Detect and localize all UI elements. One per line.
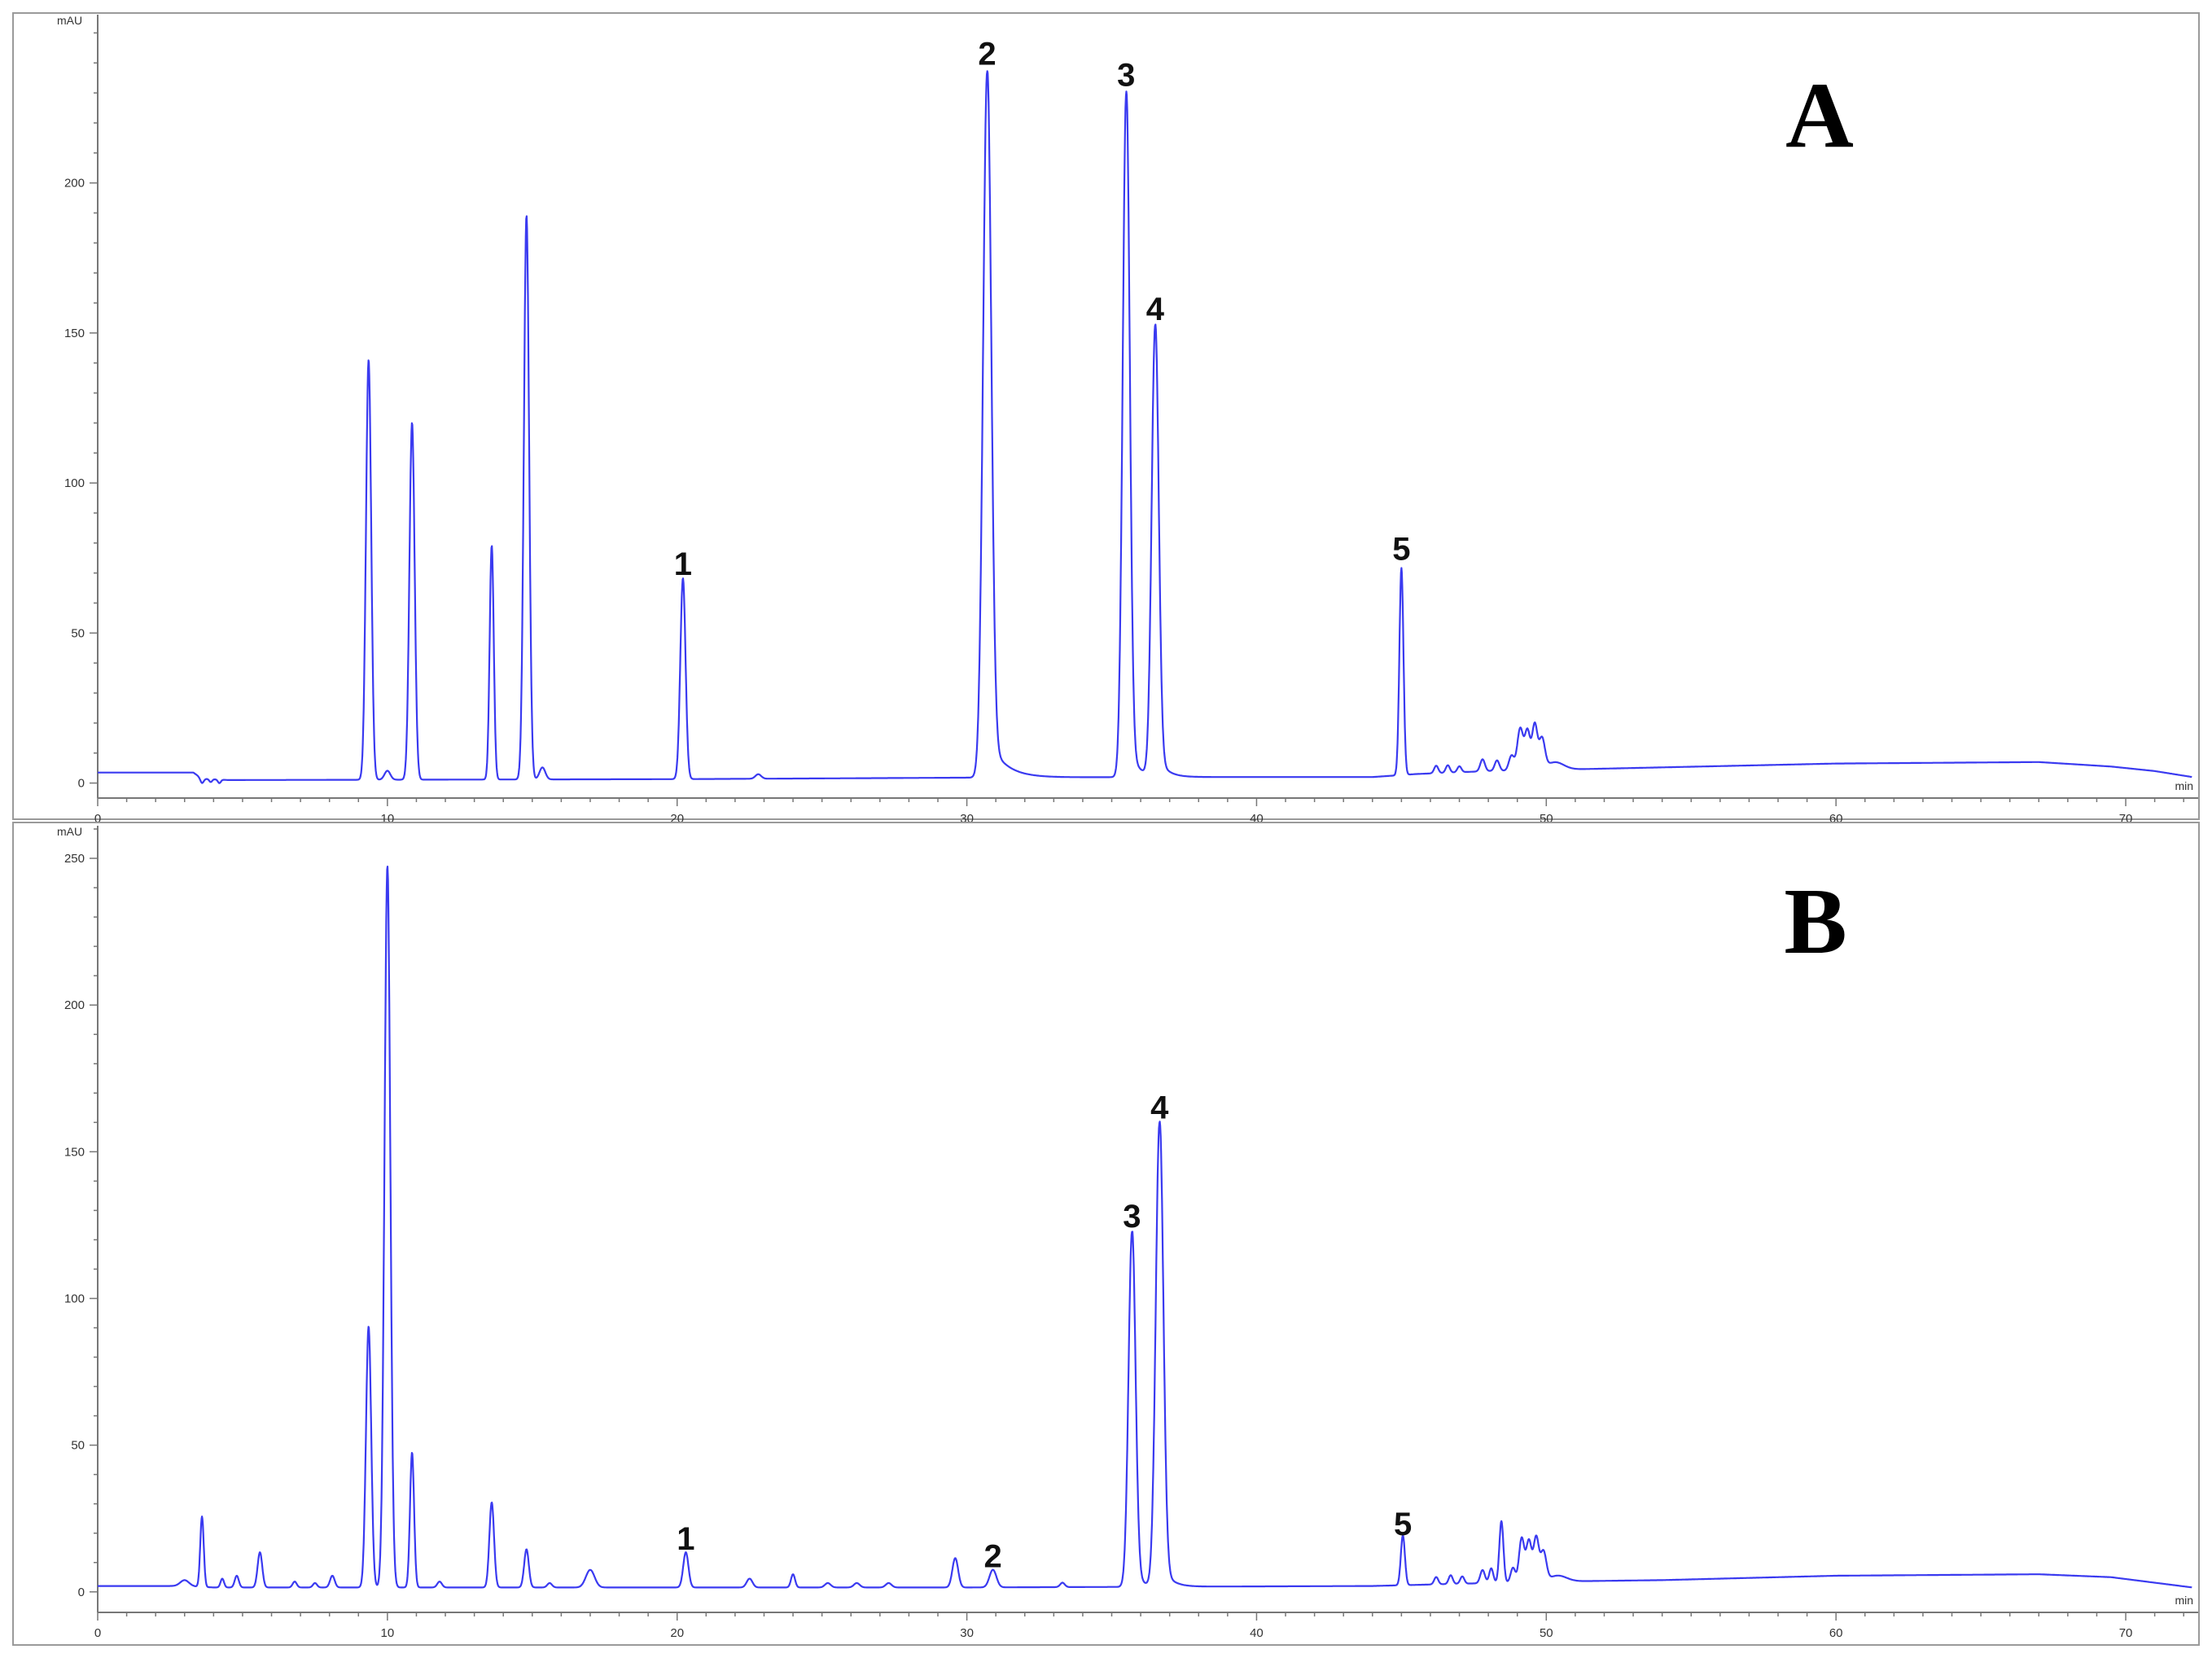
panel-frame	[12, 12, 2200, 820]
x-tick-label: 0	[94, 1626, 101, 1640]
peak-label-3: 3	[1117, 57, 1135, 93]
x-tick-label: 20	[670, 812, 684, 826]
y-tick-label: 100	[64, 1292, 85, 1305]
x-axis-unit-label: min	[2175, 1594, 2193, 1607]
panel-frame	[12, 822, 2200, 1646]
y-axis-unit-label: mAU	[57, 825, 82, 838]
x-tick-label: 10	[381, 812, 395, 826]
x-tick-label: 70	[2119, 812, 2133, 826]
x-axis-unit-label: min	[2175, 779, 2193, 792]
y-tick-label: 250	[64, 852, 85, 866]
x-tick-label: 10	[381, 1626, 395, 1640]
y-tick-label: 0	[78, 1586, 85, 1599]
x-tick-label: 30	[960, 812, 974, 826]
y-tick-label: 150	[64, 327, 85, 340]
x-tick-label: 20	[670, 1626, 684, 1640]
peak-label-1: 1	[674, 546, 692, 582]
y-tick-label: 150	[64, 1145, 85, 1159]
peak-label-5: 5	[1394, 1507, 1412, 1542]
peak-label-3: 3	[1123, 1199, 1141, 1235]
y-tick-label: 0	[78, 777, 85, 791]
x-tick-label: 70	[2119, 1626, 2133, 1640]
chromatogram-trace	[97, 70, 2192, 784]
chromatogram-trace	[97, 866, 2192, 1589]
x-tick-label: 60	[1829, 1626, 1843, 1640]
panel-letter-a: A	[1785, 64, 1854, 168]
peak-label-2: 2	[978, 37, 996, 72]
chromatogram-panel-b: 0 50 100 150 200 250 0 10 20 30 40 50 60 70 mAU min 1 2 3 4…	[12, 822, 2200, 1646]
x-tick-label: 60	[1829, 812, 1843, 826]
peak-label-5: 5	[1392, 532, 1410, 568]
y-tick-label: 50	[71, 1439, 85, 1453]
x-tick-label: 50	[1540, 812, 1553, 826]
peak-label-4: 4	[1150, 1090, 1169, 1125]
x-tick-label: 40	[1250, 812, 1264, 826]
peak-label-4: 4	[1146, 292, 1165, 327]
y-tick-label: 50	[71, 626, 85, 640]
y-axis-unit-label: mAU	[57, 14, 82, 27]
panel-letter-b: B	[1784, 870, 1846, 974]
x-tick-label: 40	[1250, 1626, 1264, 1640]
x-tick-label: 30	[960, 1626, 974, 1640]
peak-label-2: 2	[983, 1539, 1001, 1575]
peak-label-1: 1	[677, 1521, 694, 1557]
x-tick-label: 0	[94, 812, 101, 826]
y-tick-label: 100	[64, 476, 85, 490]
y-tick-label: 200	[64, 998, 85, 1012]
y-tick-label: 200	[64, 177, 85, 191]
x-tick-label: 50	[1540, 1626, 1553, 1640]
chromatogram-panel-a: 0 50 100 150 200 0 10 20 30 40 50 60 70 mAU min 1 2 3 4 5 A	[12, 12, 2200, 826]
